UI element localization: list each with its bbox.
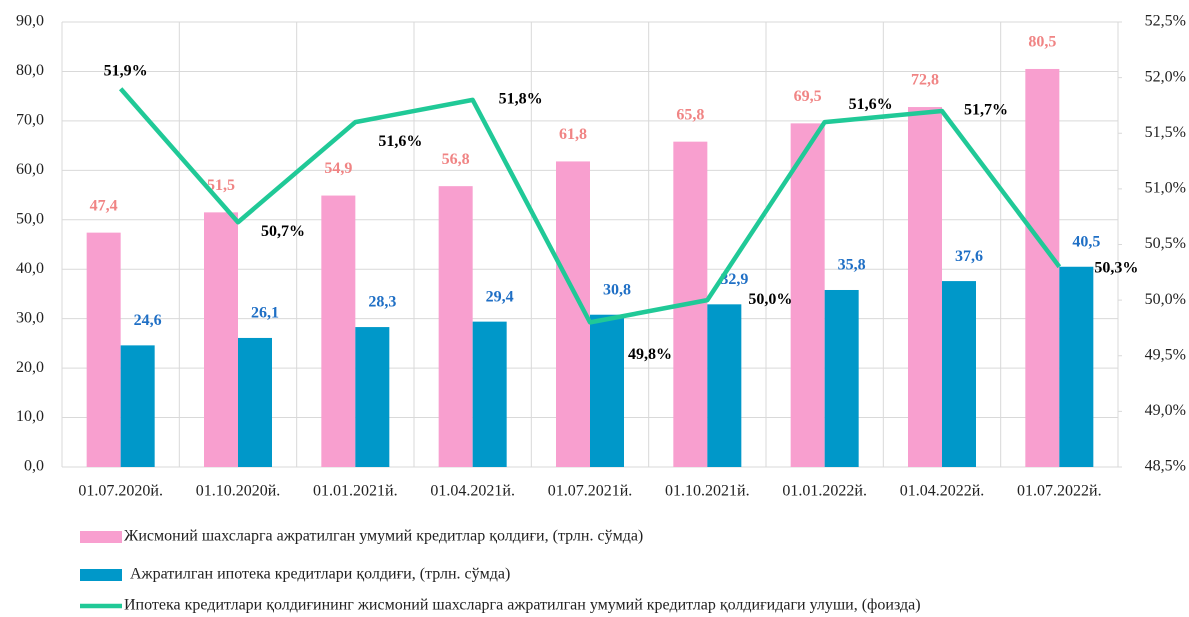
bar <box>472 321 507 467</box>
y2-tick-label: 48,5% <box>1145 458 1186 475</box>
data-label: 51,5 <box>207 177 235 194</box>
data-label: 49,8% <box>628 346 672 363</box>
data-label: 30,8 <box>603 281 631 298</box>
y-tick-label: 90,0 <box>16 13 44 30</box>
bar <box>204 212 238 467</box>
y2-tick-label: 52,0% <box>1145 68 1186 85</box>
x-tick-label: 01.10.2020й. <box>196 483 281 500</box>
x-tick-label: 01.07.2020й. <box>78 483 163 500</box>
data-label: 51,6% <box>849 96 893 113</box>
bar <box>1025 68 1060 467</box>
y2-tick-label: 50,5% <box>1145 235 1186 252</box>
y2-tick-label: 51,5% <box>1145 124 1186 141</box>
y2-tick-label: 51,0% <box>1145 180 1186 197</box>
data-label: 50,7% <box>261 223 305 240</box>
bar <box>355 327 390 467</box>
y-tick-label: 20,0 <box>16 359 44 376</box>
x-tick-label: 01.07.2021й. <box>548 483 633 500</box>
data-label: 28,3 <box>368 294 396 311</box>
data-label: 47,4 <box>90 197 118 214</box>
data-label: 50,0% <box>748 291 792 308</box>
bar <box>707 304 742 467</box>
data-label: 32,9 <box>720 271 748 288</box>
y-tick-label: 0,0 <box>24 458 44 475</box>
bar <box>438 186 473 467</box>
x-tick-label: 01.04.2021й. <box>430 483 515 500</box>
data-label: 29,4 <box>486 288 514 305</box>
data-label: 37,6 <box>955 248 983 265</box>
bar <box>120 345 155 467</box>
bar <box>942 281 976 467</box>
data-label: 56,8 <box>442 151 470 168</box>
legend-label: Ипотека кредитлари қолдиғининг жисмоний … <box>124 597 921 614</box>
data-label: 40,5 <box>1072 233 1100 250</box>
data-label: 61,8 <box>559 126 587 143</box>
y-tick-label: 30,0 <box>16 309 44 326</box>
data-label: 54,9 <box>324 160 352 177</box>
bar <box>590 314 624 467</box>
x-tick-label: 01.01.2022й. <box>782 483 867 500</box>
data-label: 51,9% <box>104 62 148 79</box>
data-label: 51,6% <box>378 133 422 150</box>
data-label: 80,5 <box>1028 34 1056 51</box>
bar <box>238 337 272 467</box>
y2-tick-label: 52,5% <box>1145 13 1186 30</box>
x-tick-label: 01.07.2022й. <box>1017 483 1102 500</box>
bar <box>1059 266 1094 467</box>
bar <box>790 123 825 467</box>
legend-swatch <box>80 569 122 581</box>
y2-tick-label: 50,0% <box>1145 291 1186 308</box>
data-label: 69,5 <box>794 88 822 105</box>
bar <box>321 195 356 468</box>
bar <box>824 289 859 467</box>
x-tick-label: 01.04.2022й. <box>900 483 985 500</box>
y-tick-label: 40,0 <box>16 260 44 277</box>
y-tick-label: 60,0 <box>16 161 44 178</box>
data-label: 65,8 <box>676 106 704 123</box>
y-tick-label: 10,0 <box>16 408 44 425</box>
y2-tick-label: 49,5% <box>1145 346 1186 363</box>
data-label: 51,8% <box>499 91 543 108</box>
legend-label: Ажратилган ипотека кредитлари қолдиғи, (… <box>130 566 510 583</box>
legend-swatch <box>80 531 122 543</box>
y-tick-label: 50,0 <box>16 210 44 227</box>
data-label: 51,7% <box>964 102 1008 119</box>
data-label: 26,1 <box>251 305 279 322</box>
data-label: 50,3% <box>1094 259 1138 276</box>
y-tick-label: 70,0 <box>16 112 44 129</box>
bar <box>86 232 121 467</box>
bar <box>908 107 942 468</box>
data-label: 24,6 <box>134 312 162 329</box>
y-tick-label: 80,0 <box>16 62 44 79</box>
x-tick-label: 01.01.2021й. <box>313 483 398 500</box>
legend-label: Жисмоний шахсларга ажратилган умумий кре… <box>124 528 643 545</box>
x-tick-label: 01.10.2021й. <box>665 483 750 500</box>
data-label: 35,8 <box>838 257 866 274</box>
data-label: 72,8 <box>911 72 939 89</box>
line <box>118 87 1062 325</box>
y2-tick-label: 49,0% <box>1145 402 1186 419</box>
